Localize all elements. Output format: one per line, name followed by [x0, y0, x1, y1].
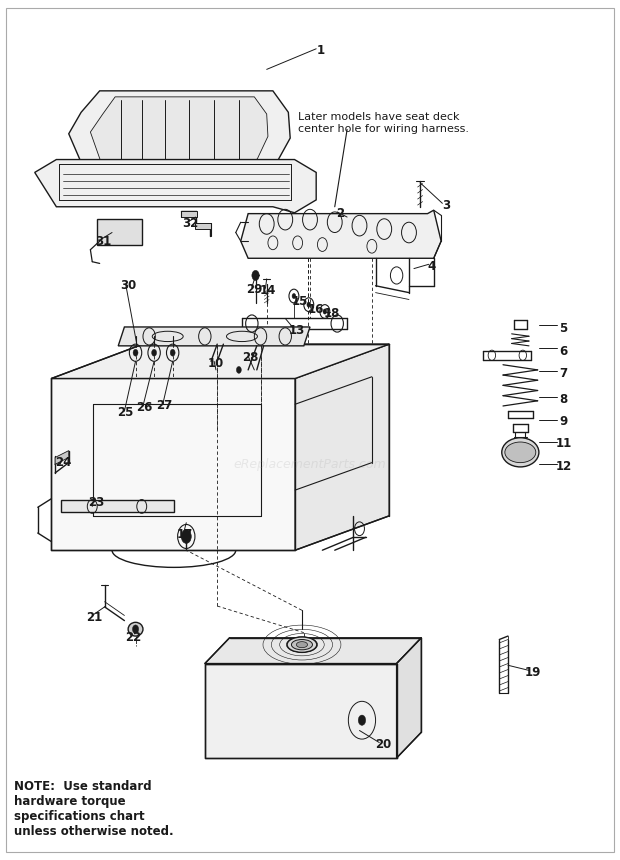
Polygon shape [61, 501, 174, 513]
Polygon shape [241, 210, 441, 258]
Polygon shape [51, 344, 389, 378]
Text: eReplacementParts.com: eReplacementParts.com [234, 458, 386, 470]
Text: 13: 13 [288, 324, 304, 337]
Polygon shape [35, 160, 316, 212]
Ellipse shape [291, 640, 312, 650]
Text: 15: 15 [292, 295, 308, 308]
Circle shape [133, 625, 139, 634]
Circle shape [133, 349, 138, 356]
Polygon shape [295, 344, 389, 550]
Text: 23: 23 [88, 495, 104, 508]
Ellipse shape [505, 442, 536, 463]
Text: 28: 28 [242, 352, 259, 365]
Text: 30: 30 [120, 280, 136, 292]
Polygon shape [195, 223, 211, 229]
Text: 19: 19 [525, 666, 541, 679]
Text: 26: 26 [136, 401, 153, 415]
Text: 24: 24 [56, 456, 72, 469]
Polygon shape [118, 327, 310, 346]
Bar [335, 239, 372, 249]
Polygon shape [91, 97, 268, 172]
Ellipse shape [287, 637, 317, 653]
Text: 7: 7 [560, 367, 568, 380]
Text: 10: 10 [208, 358, 224, 371]
Circle shape [252, 270, 259, 280]
Circle shape [307, 302, 311, 307]
Text: 25: 25 [117, 406, 134, 420]
Polygon shape [97, 218, 142, 244]
Text: 32: 32 [182, 218, 198, 230]
Text: 16: 16 [308, 304, 324, 316]
Polygon shape [69, 91, 290, 176]
Polygon shape [55, 451, 69, 464]
Text: 3: 3 [442, 199, 450, 212]
Text: 29: 29 [246, 283, 262, 296]
Text: 6: 6 [559, 345, 568, 358]
Polygon shape [205, 638, 422, 664]
Text: 14: 14 [260, 285, 276, 298]
Circle shape [358, 715, 366, 725]
Text: 5: 5 [559, 322, 568, 335]
Text: 17: 17 [177, 528, 193, 541]
Text: 11: 11 [556, 437, 572, 451]
Polygon shape [51, 378, 295, 550]
Text: 8: 8 [559, 392, 568, 406]
Circle shape [236, 366, 241, 373]
Text: 31: 31 [95, 235, 112, 248]
Circle shape [152, 349, 157, 356]
Text: 21: 21 [87, 611, 103, 624]
Text: 9: 9 [559, 415, 568, 428]
Text: 1: 1 [317, 44, 326, 57]
Ellipse shape [296, 642, 308, 648]
Text: 12: 12 [556, 459, 572, 472]
Text: 22: 22 [125, 631, 141, 644]
Text: NOTE:  Use standard
hardware torque
specifications chart
unless otherwise noted.: NOTE: Use standard hardware torque speci… [14, 780, 174, 838]
Text: 27: 27 [156, 399, 172, 413]
Ellipse shape [502, 438, 539, 467]
Text: 4: 4 [427, 261, 435, 273]
Polygon shape [397, 638, 422, 758]
Polygon shape [181, 211, 197, 217]
Text: 20: 20 [375, 738, 391, 751]
Circle shape [170, 349, 175, 356]
Text: 2: 2 [335, 207, 343, 220]
Polygon shape [205, 664, 397, 758]
Circle shape [181, 530, 191, 544]
Circle shape [323, 309, 327, 314]
Text: Later models have seat deck
center hole for wiring harness.: Later models have seat deck center hole … [298, 113, 469, 134]
Circle shape [292, 293, 296, 298]
Text: 18: 18 [324, 307, 340, 320]
Ellipse shape [128, 623, 143, 636]
